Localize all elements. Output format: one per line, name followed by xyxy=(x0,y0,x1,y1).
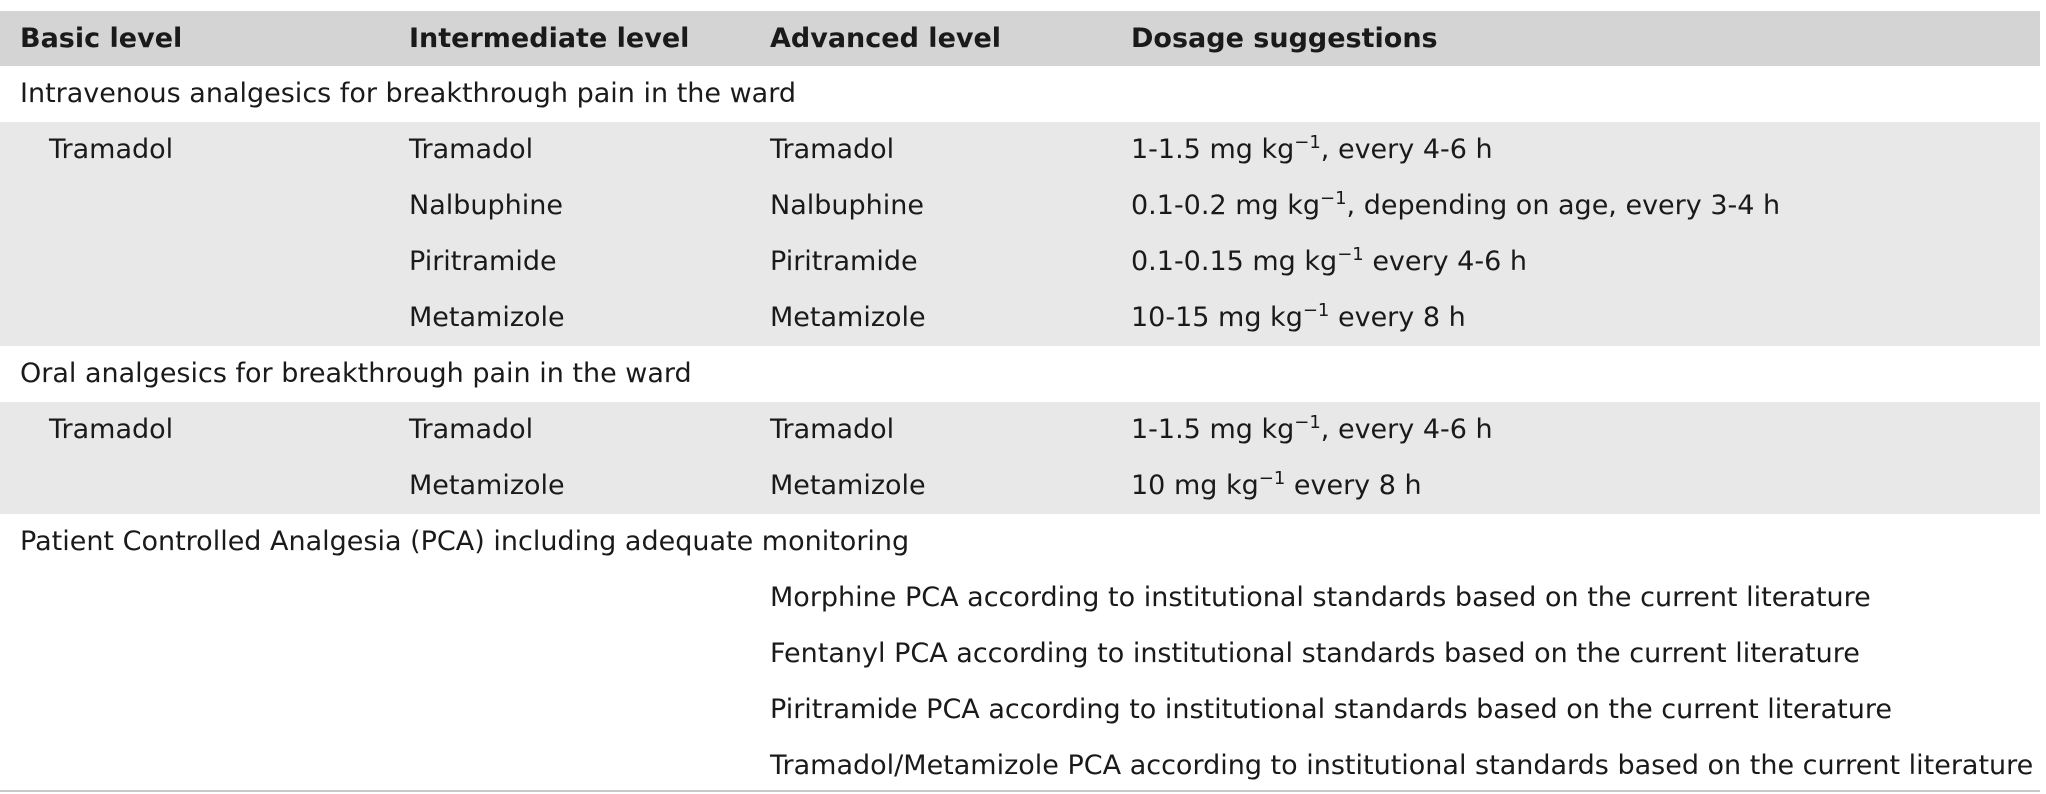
dosage-exponent: −1 xyxy=(1294,412,1321,433)
dosage-text: 1-1.5 mg kg xyxy=(1131,134,1295,165)
section-title-row: Intravenous analgesics for breakthrough … xyxy=(0,66,2040,122)
dosage-text-suffix: every 8 h xyxy=(1285,470,1422,501)
intermediate-cell: Piritramide xyxy=(409,246,557,277)
advanced-cell: Metamizole xyxy=(770,302,926,333)
table-bottom-rule xyxy=(0,790,2040,792)
pca-row: Tramadol/Metamizole PCA according to ins… xyxy=(0,738,2040,794)
dosage-cell: 10 mg kg−1 every 8 h xyxy=(1131,458,1422,514)
dosage-exponent: −1 xyxy=(1320,188,1347,209)
section-title: Patient Controlled Analgesia (PCA) inclu… xyxy=(20,526,910,557)
analgesics-table: Basic level Intermediate level Advanced … xyxy=(0,11,2040,794)
dosage-cell: 1-1.5 mg kg−1, every 4-6 h xyxy=(1131,402,1493,458)
table-header: Basic level Intermediate level Advanced … xyxy=(0,11,2040,66)
pca-row: Morphine PCA according to institutional … xyxy=(0,570,2040,626)
dosage-cell: 0.1-0.15 mg kg−1 every 4-6 h xyxy=(1131,234,1527,290)
section-group: Tramadol Tramadol Tramadol 1-1.5 mg kg−1… xyxy=(0,402,2040,514)
dosage-text: 1-1.5 mg kg xyxy=(1131,414,1295,445)
table-row: Metamizole Metamizole 10-15 mg kg−1 ever… xyxy=(0,290,2040,346)
table-row: Nalbuphine Nalbuphine 0.1-0.2 mg kg−1, d… xyxy=(0,178,2040,234)
table-row: Tramadol Tramadol Tramadol 1-1.5 mg kg−1… xyxy=(0,402,2040,458)
pca-description: Morphine PCA according to institutional … xyxy=(770,582,1871,613)
intermediate-cell: Metamizole xyxy=(409,302,565,333)
dosage-text-suffix: every 8 h xyxy=(1329,302,1466,333)
header-advanced-level: Advanced level xyxy=(770,23,1002,54)
section-title: Oral analgesics for breakthrough pain in… xyxy=(20,358,692,389)
dosage-exponent: −1 xyxy=(1258,468,1286,489)
section-title: Intravenous analgesics for breakthrough … xyxy=(20,78,796,109)
dosage-text-suffix: , depending on age, every 3-4 h xyxy=(1346,190,1781,221)
table-row: Piritramide Piritramide 0.1-0.15 mg kg−1… xyxy=(0,234,2040,290)
dosage-exponent: −1 xyxy=(1294,132,1321,153)
dosage-text: 0.1-0.2 mg kg xyxy=(1131,190,1320,221)
dosage-exponent: −1 xyxy=(1337,244,1364,265)
intermediate-cell: Nalbuphine xyxy=(409,190,563,221)
dosage-text-suffix: every 4-6 h xyxy=(1363,246,1527,277)
intermediate-cell: Tramadol xyxy=(409,134,534,165)
basic-cell: Tramadol xyxy=(49,134,174,165)
section-title-row: Oral analgesics for breakthrough pain in… xyxy=(0,346,2040,402)
section-group: Tramadol Tramadol Tramadol 1-1.5 mg kg−1… xyxy=(0,122,2040,346)
dosage-text-suffix: , every 4-6 h xyxy=(1320,134,1493,165)
section-title-row: Patient Controlled Analgesia (PCA) inclu… xyxy=(0,514,2040,570)
pca-row: Fentanyl PCA according to institutional … xyxy=(0,626,2040,682)
header-basic-level: Basic level xyxy=(20,23,183,54)
dosage-text-suffix: , every 4-6 h xyxy=(1320,414,1493,445)
intermediate-cell: Metamizole xyxy=(409,470,565,501)
pca-description: Piritramide PCA according to institution… xyxy=(770,694,1892,725)
table-row: Metamizole Metamizole 10 mg kg−1 every 8… xyxy=(0,458,2040,514)
dosage-exponent: −1 xyxy=(1302,300,1330,321)
advanced-cell: Piritramide xyxy=(770,246,918,277)
advanced-cell: Tramadol xyxy=(770,134,895,165)
pca-description: Tramadol/Metamizole PCA according to ins… xyxy=(770,750,2034,781)
pca-row: Piritramide PCA according to institution… xyxy=(0,682,2040,738)
dosage-cell: 10-15 mg kg−1 every 8 h xyxy=(1131,290,1466,346)
dosage-text: 0.1-0.15 mg kg xyxy=(1131,246,1338,277)
dosage-cell: 1-1.5 mg kg−1, every 4-6 h xyxy=(1131,122,1493,178)
header-intermediate-level: Intermediate level xyxy=(409,23,690,54)
pca-description: Fentanyl PCA according to institutional … xyxy=(770,638,1860,669)
intermediate-cell: Tramadol xyxy=(409,414,534,445)
table-row: Tramadol Tramadol Tramadol 1-1.5 mg kg−1… xyxy=(0,122,2040,178)
advanced-cell: Metamizole xyxy=(770,470,926,501)
header-dosage-suggestions: Dosage suggestions xyxy=(1131,23,1438,54)
dosage-text: 10-15 mg kg xyxy=(1131,302,1303,333)
advanced-cell: Tramadol xyxy=(770,414,895,445)
basic-cell: Tramadol xyxy=(49,414,174,445)
advanced-cell: Nalbuphine xyxy=(770,190,924,221)
dosage-text: 10 mg kg xyxy=(1131,470,1259,501)
dosage-cell: 0.1-0.2 mg kg−1, depending on age, every… xyxy=(1131,178,1780,234)
